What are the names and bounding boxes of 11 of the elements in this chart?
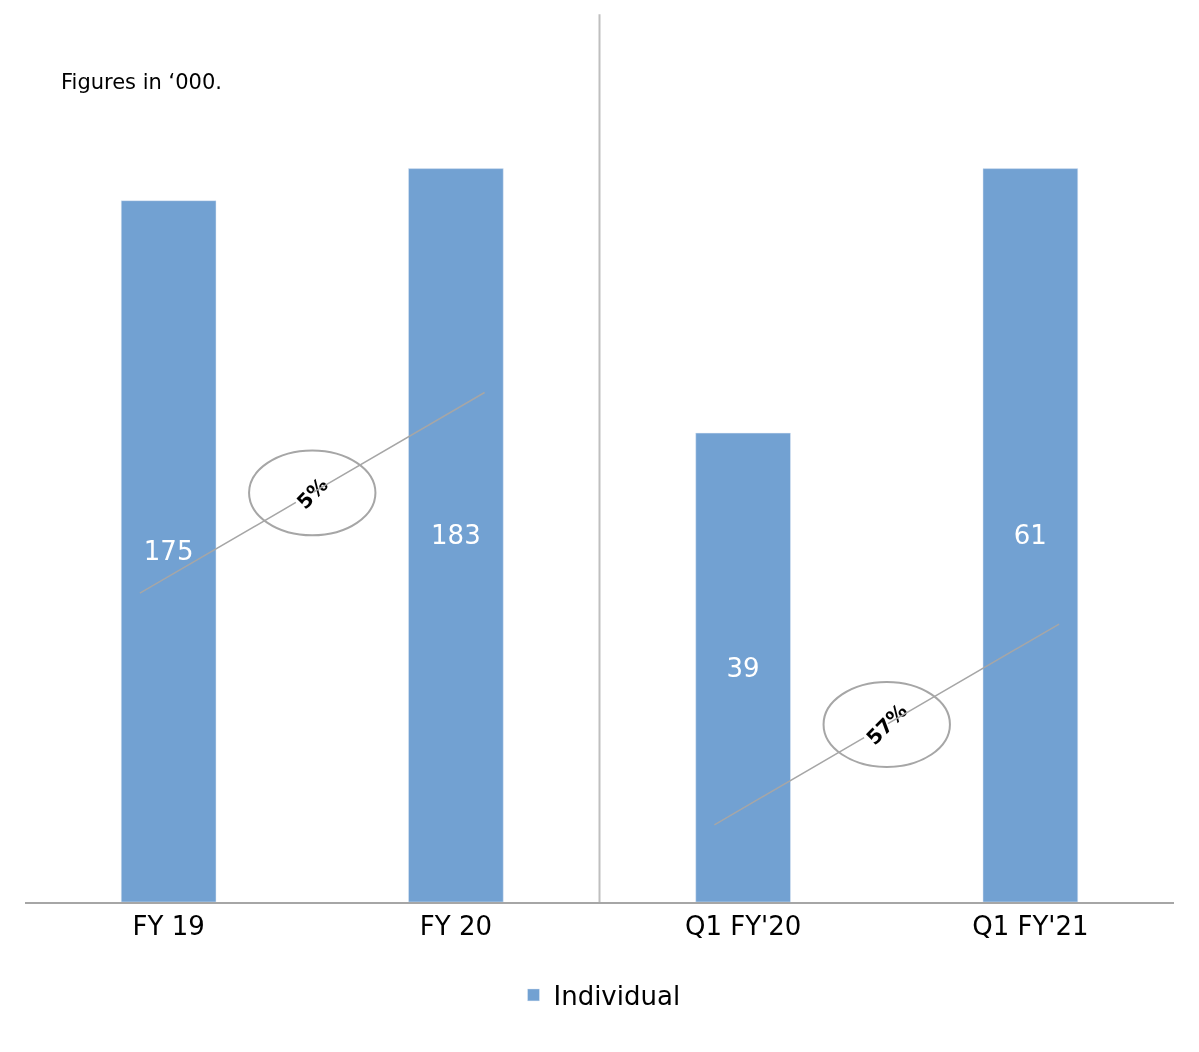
- x-tick-label: Q1 FY'20: [684, 911, 802, 942]
- x-tick-label: FY 20: [419, 911, 492, 942]
- data-label: 175: [143, 536, 194, 567]
- annotation: 5%: [291, 472, 333, 514]
- legend-label: Individual: [553, 981, 681, 1012]
- data-label: 39: [726, 652, 760, 683]
- data-label: 183: [431, 520, 481, 551]
- x-tick-label: Q1 FY'21: [972, 911, 1089, 942]
- text: Figures in ‘000.: [61, 70, 222, 94]
- x-tick-label: FY 19: [132, 911, 205, 942]
- data-label: 61: [1013, 520, 1047, 551]
